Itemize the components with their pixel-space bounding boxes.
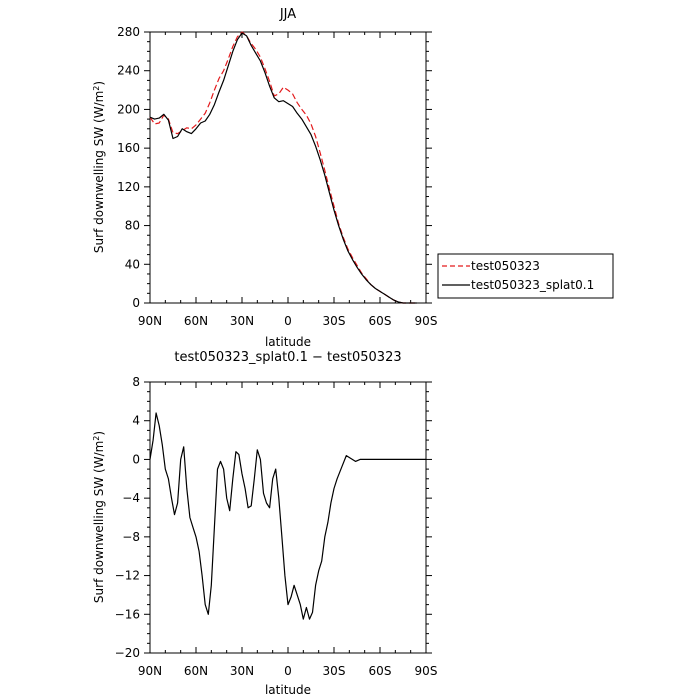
plot-frame — [149, 381, 427, 654]
y-tick-label: 160 — [117, 141, 140, 155]
y-tick-label: −8 — [122, 530, 140, 544]
x-tick-label: 30N — [230, 664, 254, 678]
y-tick-label: 80 — [125, 219, 140, 233]
legend-label-test050323: test050323 — [471, 259, 540, 273]
top-panel-ylabel: Surf downwelling SW (W/m2) — [92, 81, 106, 253]
y-tick-label: −16 — [115, 607, 140, 621]
y-tick-label: 120 — [117, 180, 140, 194]
legend: test050323 test050323_splat0.1 — [437, 253, 614, 299]
bottom-panel-ylabel: Surf downwelling SW (W/m2) — [92, 431, 106, 603]
bottom-panel-title: test050323_splat0.1 − test050323 — [174, 350, 401, 365]
series-line-panel1-0 — [149, 412, 426, 620]
y-tick-label: 0 — [132, 296, 140, 310]
series-line-test050323-splat0-1 — [149, 32, 417, 304]
x-tick-label: 0 — [284, 314, 292, 328]
y-tick-label: 40 — [125, 257, 140, 271]
top-panel: JJA Surf downwelling SW (W/m2) latitude … — [92, 7, 437, 349]
x-tick-label: 60N — [184, 314, 208, 328]
x-tick-label: 30S — [323, 664, 346, 678]
x-tick-label: 90S — [415, 664, 438, 678]
x-tick-label: 60S — [369, 314, 392, 328]
y-tick-label: −4 — [122, 491, 140, 505]
legend-box — [437, 253, 614, 299]
x-tick-label: 90N — [138, 314, 162, 328]
plot-frame — [149, 31, 427, 304]
x-tick-label: 30N — [230, 314, 254, 328]
x-tick-label: 0 — [284, 664, 292, 678]
y-tick-label: −12 — [115, 569, 140, 583]
legend-label-test050323-splat: test050323_splat0.1 — [471, 278, 594, 292]
series-line-test050323 — [149, 31, 417, 304]
y-tick-label: 8 — [132, 375, 140, 389]
y-tick-label: 240 — [117, 64, 140, 78]
x-tick-label: 90N — [138, 664, 162, 678]
bottom-panel-xlabel: latitude — [265, 683, 311, 697]
y-tick-label: 280 — [117, 25, 140, 39]
y-tick-label: 0 — [132, 452, 140, 466]
y-tick-label: 200 — [117, 102, 140, 116]
bottom-panel: test050323_splat0.1 − test050323 Surf do… — [92, 350, 437, 697]
y-tick-label: −20 — [115, 646, 140, 660]
top-panel-xlabel: latitude — [265, 335, 311, 349]
x-tick-label: 60S — [369, 664, 392, 678]
top-panel-title: JJA — [279, 7, 296, 22]
x-tick-label: 60N — [184, 664, 208, 678]
x-tick-label: 90S — [415, 314, 438, 328]
x-tick-label: 30S — [323, 314, 346, 328]
y-tick-label: 4 — [132, 414, 140, 428]
